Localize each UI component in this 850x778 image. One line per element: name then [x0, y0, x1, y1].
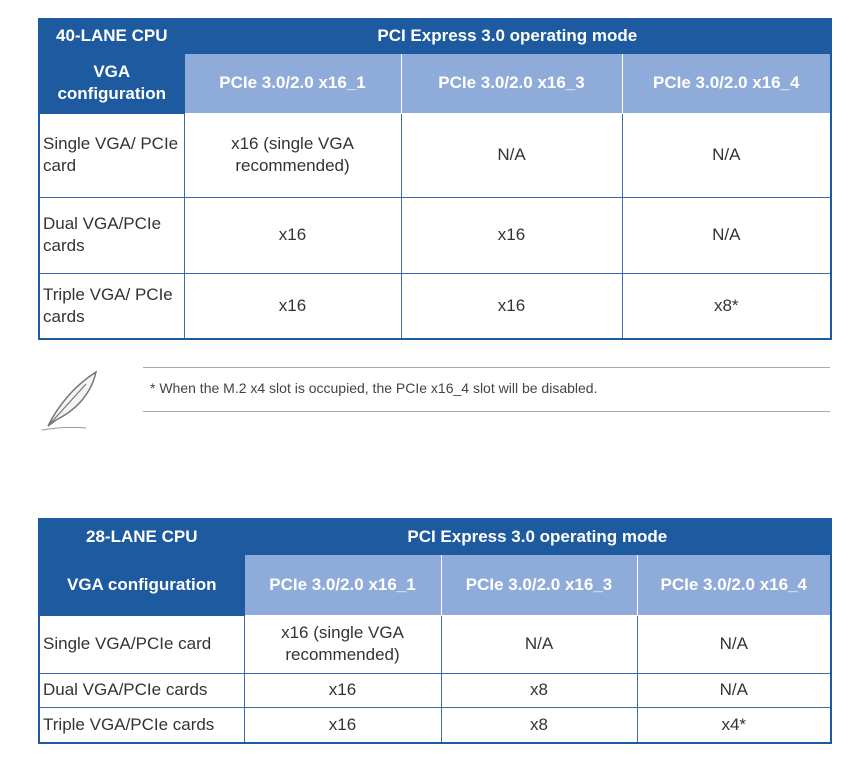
header-row: 28-LANE CPU PCI Express 3.0 operating mod…: [38, 518, 832, 555]
data-row: Dual VGA/PCIe cards x16 x16 N/A: [38, 196, 832, 274]
column-header: PCIe 3.0/2.0 x16_3: [440, 553, 638, 616]
column-header: PCIe 3.0/2.0 x16_1: [183, 52, 402, 114]
data-cell: N/A: [621, 112, 832, 198]
data-cell: x16: [243, 706, 442, 744]
data-cell: Dual VGA/PCIe cards: [38, 196, 185, 274]
data-cell: N/A: [440, 614, 638, 674]
note-rule: [143, 367, 830, 368]
data-cell: Single VGA/ PCIe card: [38, 112, 185, 198]
table-28-lane: 28-LANE CPU PCI Express 3.0 operating mod…: [38, 518, 833, 744]
column-header: PCIe 3.0/2.0 x16_1: [243, 553, 442, 616]
header-cell: PCI Express 3.0 operating mode: [243, 518, 832, 555]
column-header: PCIe 3.0/2.0 x16_4: [621, 52, 832, 114]
column-header: VGA configuration: [38, 553, 245, 616]
data-row: Single VGA/PCIe card x16 (single VGA reco…: [38, 614, 832, 674]
data-cell: x16: [243, 672, 442, 708]
data-cell: Single VGA/PCIe card: [38, 614, 245, 674]
data-cell: x16: [183, 196, 402, 274]
data-row: Single VGA/ PCIe card x16 (single VGA rec…: [38, 112, 832, 198]
header-row: 40-LANE CPU PCI Express 3.0 operating mod…: [38, 18, 832, 54]
data-cell: x16: [183, 272, 402, 340]
data-cell: x16 (single VGA recommended): [243, 614, 442, 674]
header-cell: 40-LANE CPU: [38, 18, 185, 54]
column-header: VGA configuration: [38, 52, 185, 114]
header-cell: PCI Express 3.0 operating mode: [183, 18, 832, 54]
table-40-lane: 40-LANE CPU PCI Express 3.0 operating mod…: [38, 18, 833, 340]
header-cell: 28-LANE CPU: [38, 518, 245, 555]
data-cell: x8: [440, 672, 638, 708]
data-cell: x8*: [621, 272, 832, 340]
data-cell: Dual VGA/PCIe cards: [38, 672, 245, 708]
data-row: Dual VGA/PCIe cards x16 x8 N/A: [38, 672, 832, 708]
column-row: VGA configuration PCIe 3.0/2.0 x16_1 PCIe …: [38, 52, 832, 114]
data-cell: x16: [400, 272, 623, 340]
column-header: PCIe 3.0/2.0 x16_3: [400, 52, 623, 114]
data-cell: N/A: [636, 614, 832, 674]
data-cell: Triple VGA/ PCIe cards: [38, 272, 185, 340]
data-row: Triple VGA/PCIe cards x16 x8 x4*: [38, 706, 832, 744]
note-text: * When the M.2 x4 slot is occupied, the …: [150, 380, 598, 396]
data-cell: x4*: [636, 706, 832, 744]
data-cell: x16 (single VGA recommended): [183, 112, 402, 198]
note-icon: [41, 370, 98, 431]
note-rule: [143, 411, 830, 412]
data-cell: N/A: [621, 196, 832, 274]
data-cell: N/A: [400, 112, 623, 198]
column-row: VGA configuration PCIe 3.0/2.0 x16_1 PCIe …: [38, 553, 832, 616]
data-cell: x8: [440, 706, 638, 744]
data-cell: N/A: [636, 672, 832, 708]
data-cell: x16: [400, 196, 623, 274]
data-row: Triple VGA/ PCIe cards x16 x16 x8*: [38, 272, 832, 340]
data-cell: Triple VGA/PCIe cards: [38, 706, 245, 744]
column-header: PCIe 3.0/2.0 x16_4: [636, 553, 832, 616]
